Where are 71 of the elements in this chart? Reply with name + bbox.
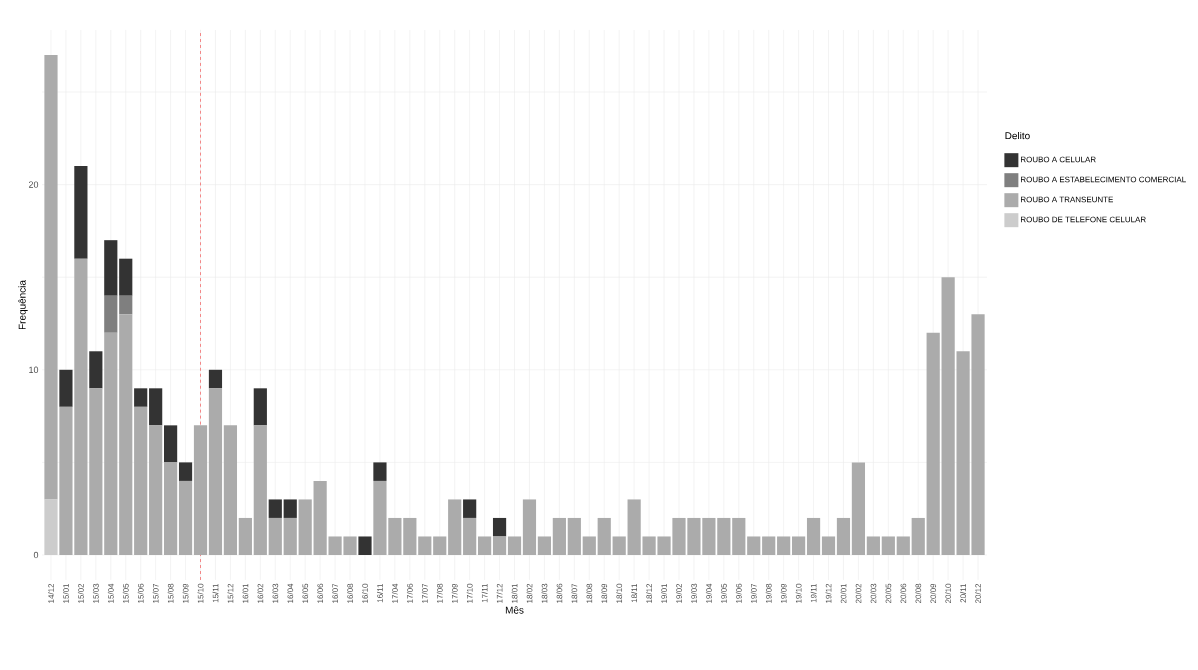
bar <box>926 332 940 555</box>
bar <box>119 314 133 555</box>
bar <box>373 462 387 481</box>
bar <box>747 536 761 555</box>
bar <box>283 517 297 555</box>
bar <box>104 332 118 555</box>
bar <box>492 536 507 555</box>
bar <box>896 536 910 555</box>
bar <box>89 388 103 555</box>
y-axis-title: Frequência <box>18 280 28 330</box>
bar <box>104 240 118 296</box>
bar <box>44 499 58 555</box>
bar <box>836 517 851 555</box>
bar <box>149 388 163 426</box>
y-tick-label: 0 <box>33 551 39 559</box>
bar <box>358 536 372 555</box>
bar <box>223 425 238 555</box>
bar <box>208 369 223 389</box>
bar <box>178 480 193 555</box>
bar <box>418 536 432 555</box>
bar <box>537 536 552 555</box>
bar <box>134 406 148 555</box>
bar <box>149 425 163 555</box>
bar <box>552 517 566 555</box>
y-tick-label: 10 <box>29 366 39 373</box>
bar <box>119 295 133 315</box>
bar <box>777 536 791 555</box>
bar <box>582 536 596 555</box>
bar <box>911 517 925 555</box>
bar <box>134 388 148 407</box>
bar <box>792 536 806 555</box>
bar <box>717 517 731 555</box>
bar <box>283 499 297 518</box>
bar <box>178 462 193 481</box>
bar <box>164 462 178 555</box>
bar <box>492 517 507 537</box>
bar <box>507 536 522 555</box>
bar <box>403 517 417 555</box>
bar <box>612 536 626 555</box>
bar <box>119 258 133 296</box>
bar <box>268 517 282 555</box>
bar <box>851 462 866 555</box>
bar <box>732 517 746 555</box>
bar <box>522 499 537 555</box>
bar <box>238 517 252 555</box>
bar <box>298 499 312 555</box>
x-axis-title: Mês <box>505 606 524 614</box>
bar <box>193 425 208 555</box>
bar <box>463 517 477 555</box>
bar <box>59 369 73 407</box>
bar <box>74 166 88 259</box>
y-tick-label: 20 <box>28 181 39 188</box>
bar <box>567 517 581 555</box>
bar <box>821 536 836 555</box>
bar <box>253 388 267 426</box>
bar <box>89 351 103 389</box>
bar <box>597 517 611 555</box>
bar <box>881 536 895 555</box>
bar <box>463 499 477 518</box>
legend-title: Delito <box>1005 131 1030 140</box>
bar <box>448 499 462 555</box>
bar <box>762 536 776 555</box>
bar <box>208 388 223 555</box>
bar <box>104 295 118 333</box>
bar <box>433 536 447 555</box>
bar <box>478 536 492 555</box>
bar <box>268 499 282 518</box>
bar <box>164 425 178 463</box>
bar <box>806 517 821 555</box>
bar <box>253 425 267 555</box>
bar <box>866 536 880 555</box>
